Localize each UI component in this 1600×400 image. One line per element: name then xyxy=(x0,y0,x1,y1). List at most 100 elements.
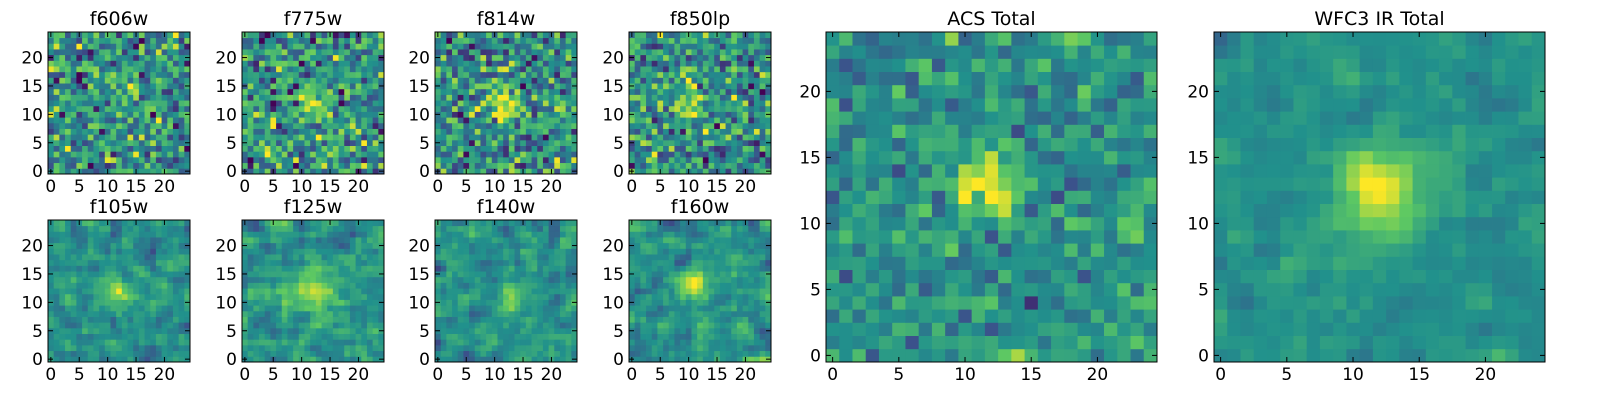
heatmap-cell xyxy=(161,299,168,306)
heatmap-cell xyxy=(304,322,311,329)
heatmap-cell xyxy=(474,156,481,164)
heatmap-cell xyxy=(559,122,567,129)
heatmap-cell xyxy=(287,259,294,266)
heatmap-cell xyxy=(525,88,532,95)
heatmap-cell xyxy=(446,134,453,141)
heatmap-cell xyxy=(361,105,368,112)
heatmap-cell xyxy=(76,122,83,129)
heatmap-cell xyxy=(446,265,453,272)
heatmap-cell xyxy=(321,37,328,44)
heatmap-cell xyxy=(748,168,755,175)
heatmap-cell xyxy=(748,83,755,90)
heatmap-cell xyxy=(542,299,549,306)
heatmap-cell xyxy=(110,37,117,44)
heatmap-cell xyxy=(82,242,89,249)
heatmap-cell xyxy=(150,299,157,306)
heatmap-cell xyxy=(486,151,493,158)
heatmap-cell xyxy=(133,139,140,146)
heatmap-cell xyxy=(281,259,288,266)
heatmap-cell xyxy=(452,71,459,78)
heatmap-cell xyxy=(435,134,442,141)
heatmap-cell xyxy=(372,156,379,164)
heatmap-cell xyxy=(82,37,89,44)
heatmap-cell xyxy=(259,254,266,261)
heatmap-cell xyxy=(640,122,647,129)
heatmap-cell xyxy=(150,151,157,158)
heatmap-cell xyxy=(349,293,356,300)
heatmap-cell xyxy=(486,225,493,232)
heatmap-cell xyxy=(531,88,538,95)
heatmap-cell xyxy=(48,37,55,44)
heatmap-cell xyxy=(565,220,572,227)
heatmap-cell xyxy=(446,327,453,334)
heatmap-cell xyxy=(65,88,72,95)
heatmap-cell xyxy=(349,54,356,61)
heatmap-cell xyxy=(298,276,305,283)
heatmap-cell xyxy=(651,333,658,340)
heatmap-cell xyxy=(127,220,134,227)
heatmap-cell xyxy=(571,105,578,112)
heatmap-cell xyxy=(121,237,128,244)
heatmap-cells-f125w xyxy=(242,220,385,363)
heatmap-cell xyxy=(242,248,249,255)
heatmap-cell xyxy=(680,282,687,289)
heatmap-cell xyxy=(270,128,277,135)
heatmap-cell xyxy=(366,282,374,289)
heatmap-cell xyxy=(138,168,145,175)
heatmap-cell xyxy=(542,333,549,340)
heatmap-cell xyxy=(646,316,653,323)
heatmap-cell xyxy=(571,322,578,329)
heatmap-cell xyxy=(525,271,532,278)
heatmap-cell xyxy=(486,111,493,118)
heatmap-cell xyxy=(680,156,687,164)
heatmap-cell xyxy=(435,66,442,73)
heatmap-cell xyxy=(457,122,464,129)
heatmap-cell xyxy=(497,288,504,295)
heatmap-cell xyxy=(293,71,300,78)
heatmap-cell xyxy=(748,43,755,50)
heatmap-cell xyxy=(133,339,140,346)
heatmap-cell xyxy=(355,60,362,67)
heatmap-cell xyxy=(753,83,761,90)
heatmap-cell xyxy=(338,237,345,244)
heatmap-cell xyxy=(338,122,345,129)
heatmap-cell xyxy=(310,139,317,146)
heatmap-cell xyxy=(127,54,134,61)
heatmap-cell xyxy=(48,105,55,112)
heatmap-cell xyxy=(59,32,66,39)
heatmap-cell xyxy=(742,350,749,357)
heatmap-cell xyxy=(480,276,487,283)
heatmap-cell xyxy=(474,145,481,152)
heatmap-cell xyxy=(629,122,636,129)
heatmap-cell xyxy=(321,310,328,317)
heatmap-cell xyxy=(349,105,356,112)
heatmap-cell xyxy=(474,117,481,124)
heatmap-cell xyxy=(321,305,328,312)
heatmap-cell xyxy=(657,134,664,141)
heatmap-cell xyxy=(293,122,300,129)
heatmap-cell xyxy=(753,66,761,73)
heatmap-cell xyxy=(304,333,311,340)
heatmap-cell xyxy=(520,54,527,61)
heatmap-cell xyxy=(525,128,532,135)
heatmap-cell xyxy=(372,139,379,146)
heatmap-cell xyxy=(378,316,385,323)
heatmap-cell xyxy=(759,88,766,95)
heatmap-cell xyxy=(548,310,555,317)
heatmap-cell xyxy=(640,305,647,312)
heatmap-cell xyxy=(253,156,260,164)
heatmap-cell xyxy=(514,111,521,118)
heatmap-cell xyxy=(104,265,111,272)
heatmap-cell xyxy=(702,282,709,289)
heatmap-cell xyxy=(287,339,294,346)
heatmap-cell xyxy=(253,350,260,357)
heatmap-cell xyxy=(674,83,681,90)
heatmap-cell xyxy=(559,54,567,61)
heatmap-cell xyxy=(344,111,351,118)
heatmap-cell xyxy=(457,356,464,363)
heatmap-cell xyxy=(349,339,356,346)
heatmap-cell xyxy=(725,145,732,152)
heatmap-cell xyxy=(486,117,493,124)
heatmap-cell xyxy=(378,134,385,141)
heatmap-cell xyxy=(293,271,300,278)
